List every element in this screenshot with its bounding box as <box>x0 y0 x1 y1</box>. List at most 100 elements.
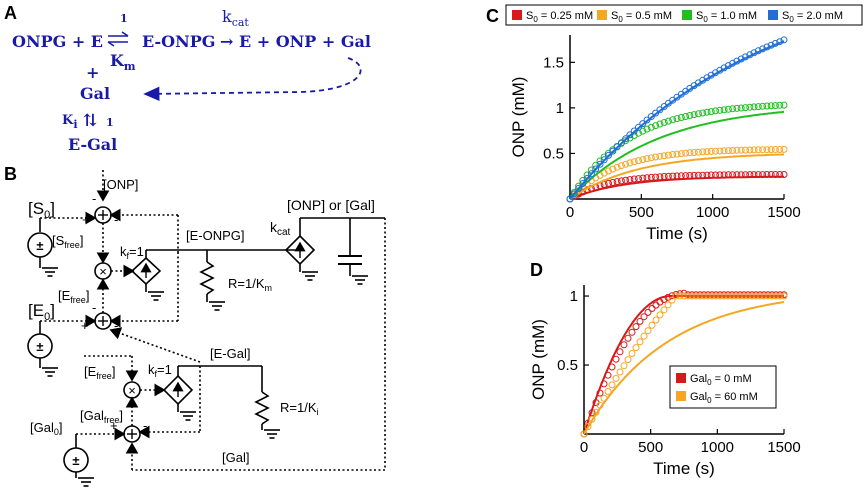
data-point <box>732 292 740 300</box>
data-point <box>579 180 587 187</box>
data-point <box>647 173 655 181</box>
data-point <box>688 292 696 300</box>
data-point <box>763 171 771 178</box>
data-point <box>640 313 648 321</box>
current-source-eonpg-icon <box>130 256 162 286</box>
fit-line <box>583 301 785 435</box>
x-axis-title: Time (s) <box>653 459 715 478</box>
data-point <box>630 158 638 166</box>
data-point <box>622 135 630 143</box>
data-point <box>767 41 775 49</box>
data-point <box>771 102 779 110</box>
data-point <box>720 292 728 300</box>
data-point <box>664 301 672 309</box>
data-point <box>635 157 642 165</box>
data-point <box>660 306 668 314</box>
ground-icon <box>301 271 319 281</box>
ground-icon <box>208 301 226 311</box>
data-point <box>622 160 630 168</box>
data-point <box>605 151 612 159</box>
data-point <box>617 139 625 147</box>
data-point <box>622 176 630 184</box>
legend-d-entry-text: Gal0 = 60 mM <box>690 391 758 405</box>
s0-label: [S0] <box>28 199 55 221</box>
data-point <box>716 147 724 155</box>
reaction-k1: 1 <box>120 12 128 25</box>
sum-node-s-icon <box>94 206 112 224</box>
sign: - <box>143 418 147 433</box>
egal-label: [E-Gal] <box>210 346 250 361</box>
data-point <box>690 171 698 179</box>
sign: + <box>110 418 118 433</box>
data-point <box>699 148 707 156</box>
y-tick-label: 0.5 <box>557 357 578 374</box>
y-tick-label: 1 <box>570 288 578 305</box>
data-point <box>677 172 685 180</box>
gal-feedback-label: [Gal] <box>222 450 249 465</box>
data-point <box>716 106 724 114</box>
data-point <box>584 423 592 431</box>
data-point <box>771 39 779 47</box>
data-point <box>592 165 600 173</box>
reaction-scheme: ONPG + E 1 Km E-ONPG kcat → E + ONP + Ga… <box>12 7 371 154</box>
sfree-label: [Sfree] <box>52 233 83 250</box>
data-point <box>724 292 732 300</box>
data-point <box>588 415 596 423</box>
data-point <box>656 120 664 128</box>
data-point <box>673 172 681 180</box>
data-point <box>750 171 758 179</box>
data-point <box>768 292 776 300</box>
circuit-diagram: [ONP] - - + [S0] ± [Sfree] × kf=1 <box>27 170 386 487</box>
data-point <box>746 171 754 179</box>
data-point <box>746 103 754 111</box>
data-point <box>754 47 762 55</box>
data-point <box>728 292 736 300</box>
data-point <box>694 171 702 179</box>
multiplier-node-2-icon: × <box>123 381 141 399</box>
data-point <box>652 109 660 117</box>
data-point <box>742 146 749 154</box>
data-point <box>690 149 698 156</box>
data-point <box>652 316 660 324</box>
data-point <box>771 146 779 153</box>
data-point <box>780 145 788 153</box>
data-point <box>660 296 668 303</box>
data-point <box>742 104 749 112</box>
data-point <box>635 123 642 131</box>
data-point <box>682 149 690 157</box>
data-point <box>707 108 715 116</box>
data-point <box>780 292 788 300</box>
efree2-label: [Efree] <box>84 364 115 381</box>
sign: + <box>81 318 89 333</box>
data-point <box>636 338 644 346</box>
data-point <box>694 148 702 156</box>
reaction-products: → E + ONP + Gal <box>220 32 371 51</box>
data-point <box>733 171 741 179</box>
data-point <box>639 174 647 182</box>
data-point <box>600 181 608 188</box>
data-point <box>643 155 651 163</box>
data-point <box>648 321 656 329</box>
data-point <box>690 111 698 119</box>
data-point <box>640 332 648 340</box>
data-point <box>652 173 660 181</box>
data-point <box>754 146 762 154</box>
reaction-ki: Ki <box>62 113 78 131</box>
data-point <box>639 120 647 128</box>
data-point <box>712 147 719 155</box>
inhibition-arrows-icon: ⇅ <box>83 111 97 131</box>
data-point <box>609 147 617 155</box>
gal-release-arrow <box>143 57 362 102</box>
legend-c-entry-swatch <box>597 10 607 20</box>
sign: + <box>82 212 90 227</box>
data-point <box>759 45 767 53</box>
data-point <box>588 409 596 417</box>
data-point <box>676 292 684 300</box>
data-point <box>677 150 685 158</box>
data-point <box>763 43 771 51</box>
data-point <box>700 292 708 300</box>
data-point <box>630 175 638 183</box>
onp-or-gal-label: [ONP] or [Gal] <box>287 197 375 213</box>
data-point <box>620 362 628 370</box>
